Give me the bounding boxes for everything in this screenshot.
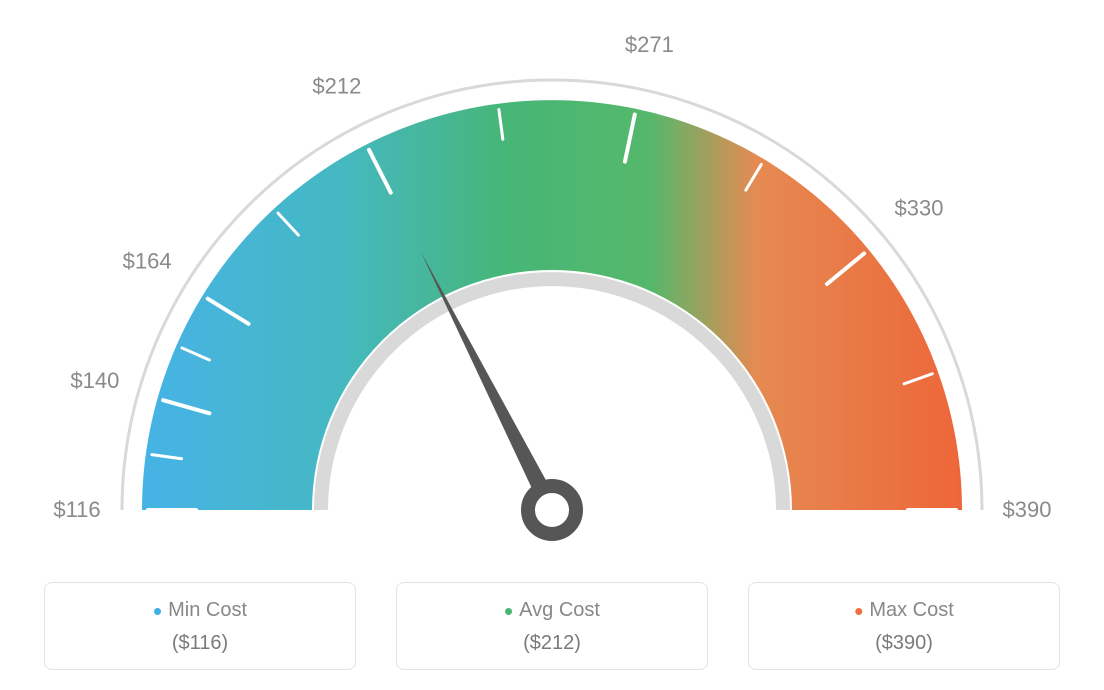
- gauge-area: $116 $140 $164 $212 $271 $330 $390: [0, 0, 1104, 560]
- legend-row: •Min Cost ($116) •Avg Cost ($212) •Max C…: [0, 582, 1104, 670]
- svg-text:$164: $164: [123, 249, 172, 274]
- svg-text:$212: $212: [312, 74, 361, 99]
- legend-max-value: ($390): [759, 632, 1049, 655]
- svg-text:$116: $116: [53, 497, 100, 522]
- legend-min-value: ($116): [55, 632, 345, 655]
- legend-avg-label: Avg Cost: [519, 599, 600, 621]
- legend-min-title: •Min Cost: [55, 599, 345, 622]
- legend-max-label: Max Cost: [869, 599, 953, 621]
- cost-gauge-chart: $116$140$164$212$271$330$390 •Min Cost (…: [0, 0, 1104, 690]
- legend-max-card: •Max Cost ($390): [748, 582, 1060, 670]
- gauge-svg: $116 $140 $164 $212 $271 $330 $390: [0, 0, 1104, 560]
- legend-avg-card: •Avg Cost ($212): [396, 582, 708, 670]
- dot-icon: •: [153, 596, 162, 626]
- legend-max-title: •Max Cost: [759, 599, 1049, 622]
- svg-text:$330: $330: [894, 195, 943, 220]
- legend-min-label: Min Cost: [168, 599, 247, 621]
- svg-text:$140: $140: [70, 368, 119, 393]
- dot-icon: •: [504, 596, 513, 626]
- legend-avg-title: •Avg Cost: [407, 599, 697, 622]
- svg-text:$390: $390: [1003, 497, 1052, 522]
- legend-min-card: •Min Cost ($116): [44, 582, 356, 670]
- legend-avg-value: ($212): [407, 632, 697, 655]
- svg-text:$271: $271: [625, 32, 674, 57]
- dot-icon: •: [854, 596, 863, 626]
